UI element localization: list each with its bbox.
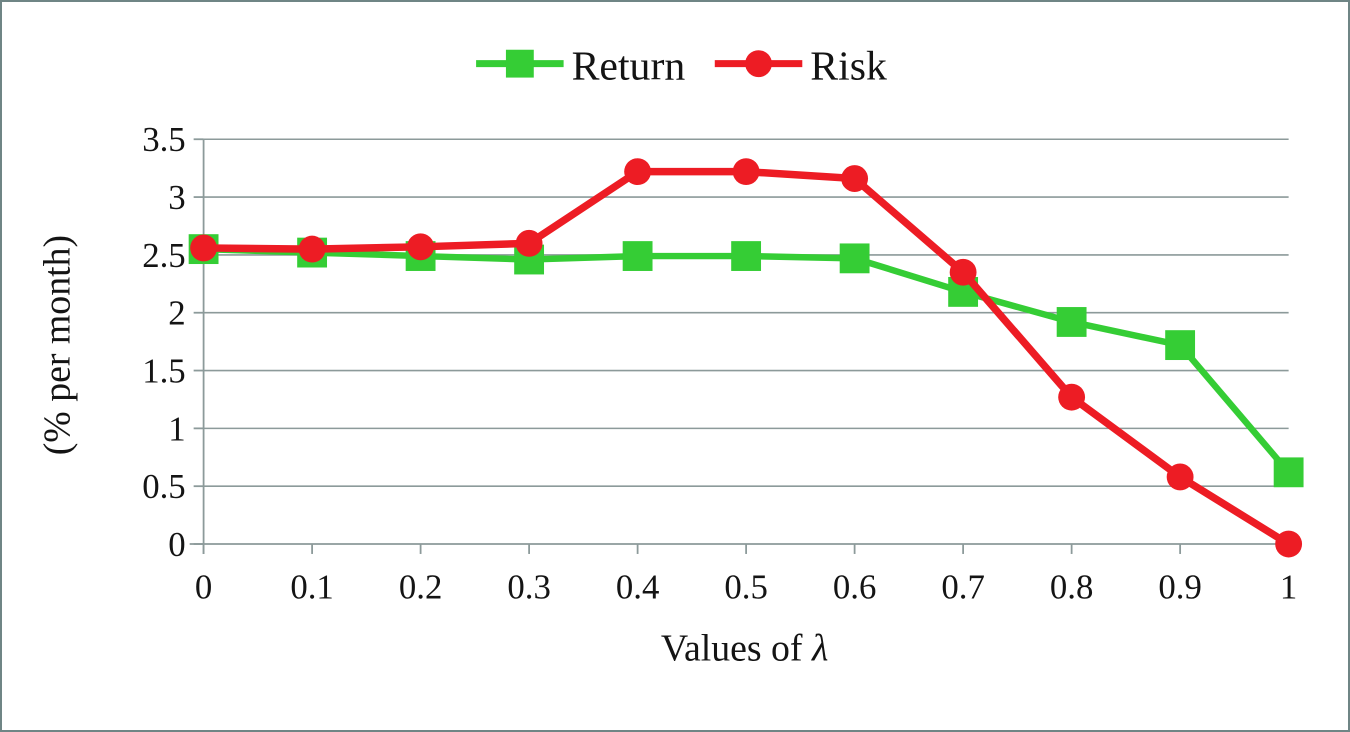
legend: Return Risk xyxy=(476,44,887,90)
y-tick-label: 3 xyxy=(168,178,185,217)
y-tick-label: 1 xyxy=(168,409,185,448)
x-tick-label: 0.5 xyxy=(724,568,768,607)
series-line-risk xyxy=(199,167,1293,548)
x-tick-label: 0.1 xyxy=(290,568,334,607)
risk-marker xyxy=(190,234,218,262)
x-tick-label: 0.9 xyxy=(1158,568,1202,607)
return-marker xyxy=(1165,330,1196,361)
legend-circle-marker xyxy=(745,50,772,78)
y-axis-title: (% per month) xyxy=(36,235,78,455)
y-tick-label: 3.5 xyxy=(142,120,186,159)
y-tick-label: 2.5 xyxy=(142,236,186,275)
risk-marker xyxy=(1166,463,1194,491)
x-tick-label: 0 xyxy=(195,568,212,607)
x-tick-label: 0.2 xyxy=(399,568,443,607)
x-tick-label: 0.7 xyxy=(941,568,985,607)
return-marker xyxy=(731,241,762,271)
legend-label-return: Return xyxy=(572,44,686,90)
x-tick-label: 0.8 xyxy=(1050,568,1094,607)
risk-marker xyxy=(407,233,435,261)
risk-marker xyxy=(949,258,977,286)
return-marker xyxy=(1056,307,1087,337)
risk-marker xyxy=(732,158,760,186)
y-tick-label: 1.5 xyxy=(142,351,186,390)
x-tick-label: 0.6 xyxy=(833,568,877,607)
legend-label-risk: Risk xyxy=(810,44,887,90)
risk-marker xyxy=(841,165,869,192)
x-tick-label: 1 xyxy=(1280,568,1297,607)
return-marker xyxy=(839,243,870,274)
risk-marker xyxy=(298,235,326,263)
data-series xyxy=(188,158,1304,558)
x-axis-title: Values of λ xyxy=(661,627,828,669)
tick-marks xyxy=(193,138,1290,554)
axes xyxy=(189,139,1289,554)
risk-marker xyxy=(1058,383,1086,411)
risk-marker xyxy=(515,229,543,257)
y-tick-label: 0 xyxy=(168,525,185,564)
y-tick-label: 2 xyxy=(168,294,185,333)
return-marker xyxy=(1273,457,1304,488)
x-tick-label: 0.4 xyxy=(616,568,660,607)
lambda-symbol: λ xyxy=(811,627,828,669)
risk-marker xyxy=(624,158,652,186)
risk-marker xyxy=(1275,530,1303,558)
x-axis-title-text: Values of xyxy=(661,627,812,669)
tick-labels: 0 0.5 1 1.5 2 2.5 3 3.5 0 0.1 0.2 0.3 0.4 0.5 0.6 0.7 0.… xyxy=(142,120,1297,607)
x-tick-label: 0.3 xyxy=(507,568,550,607)
legend-square-marker xyxy=(505,49,534,78)
y-tick-label: 0.5 xyxy=(142,467,186,506)
return-marker xyxy=(622,241,653,271)
